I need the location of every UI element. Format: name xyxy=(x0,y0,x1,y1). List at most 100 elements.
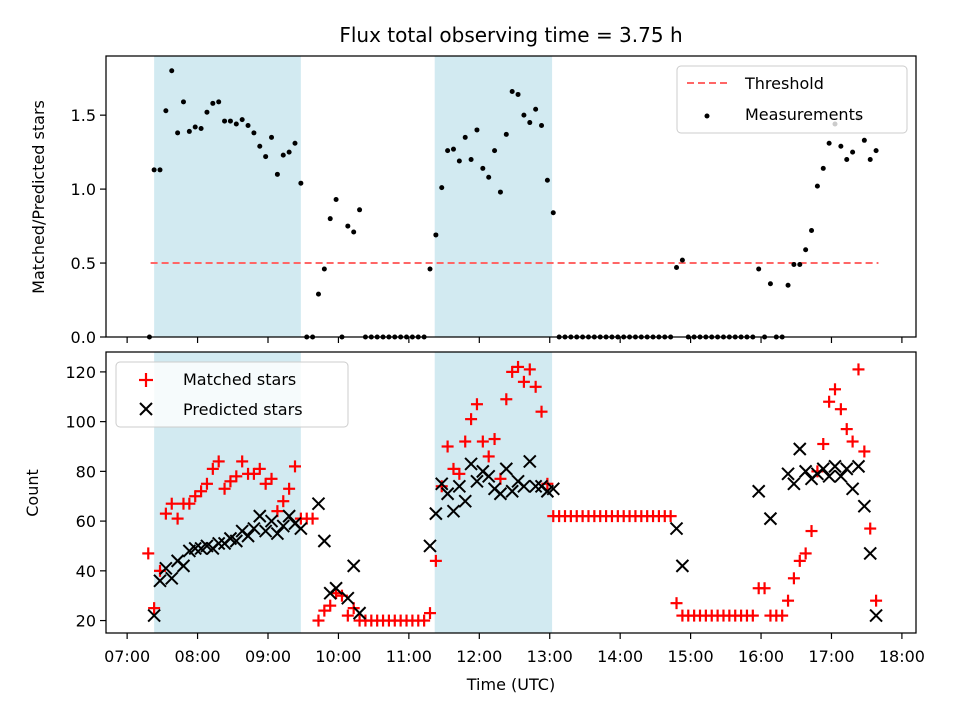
y-tick-label: 120 xyxy=(65,363,96,382)
predicted-star-point xyxy=(470,474,484,489)
predicted-star-point xyxy=(845,482,860,496)
matched-star-point xyxy=(312,614,325,627)
matched-star-point xyxy=(793,554,806,567)
measurement-point xyxy=(462,134,468,140)
matched-star-point xyxy=(218,482,231,495)
matched-star-point xyxy=(746,609,759,622)
bottom-series-points xyxy=(142,360,883,627)
measurement-point xyxy=(251,130,257,136)
measurement-point xyxy=(298,180,304,186)
measurement-point xyxy=(151,167,157,173)
matched-star-point xyxy=(858,445,871,458)
measurement-point xyxy=(797,262,803,268)
predicted-star-point xyxy=(329,581,343,595)
predicted-star-point xyxy=(264,514,279,528)
measurement-point xyxy=(327,216,333,222)
x-tick-label: 13:00 xyxy=(527,647,573,666)
matched-star-point xyxy=(424,607,436,620)
measurement-point xyxy=(198,125,204,131)
measurement-point xyxy=(509,88,515,94)
y-tick-label: 1.0 xyxy=(71,180,96,199)
matched-star-point xyxy=(441,440,454,453)
measurement-point xyxy=(785,282,791,288)
measurement-point xyxy=(257,143,263,149)
predicted-star-point xyxy=(159,561,173,576)
predicted-star-point xyxy=(857,499,872,513)
matched-star-point xyxy=(283,482,296,495)
matched-star-point xyxy=(195,485,208,498)
matched-star-point xyxy=(453,467,466,480)
measurement-point xyxy=(345,223,351,229)
bottom-y-axis-label: Count xyxy=(23,469,42,517)
measurement-point xyxy=(814,183,820,189)
legend-predicted-label: Predicted stars xyxy=(183,400,303,419)
measurement-point xyxy=(674,264,680,270)
matched-star-point xyxy=(148,602,161,615)
predicted-star-point xyxy=(869,608,883,623)
matched-star-point xyxy=(488,433,501,446)
predicted-star-point xyxy=(276,519,290,533)
predicted-star-point xyxy=(282,509,296,523)
y-tick-label: 20 xyxy=(76,612,96,631)
measurement-point xyxy=(351,229,357,235)
matched-star-point xyxy=(306,512,319,525)
y-tick-label: 100 xyxy=(65,413,96,432)
measurement-point xyxy=(844,157,850,163)
matched-star-point xyxy=(265,472,278,485)
predicted-star-point xyxy=(798,464,813,479)
measurement-point xyxy=(679,257,685,263)
measurement-point xyxy=(357,207,363,213)
measurement-point xyxy=(468,157,474,163)
measurement-point xyxy=(292,140,298,146)
matched-star-point xyxy=(470,398,483,411)
predicted-star-point xyxy=(258,524,273,538)
matched-star-point xyxy=(864,522,877,535)
measurement-point xyxy=(227,118,233,124)
measurement-point xyxy=(497,189,503,195)
predicted-star-point xyxy=(346,559,361,573)
predicted-star-point xyxy=(247,521,261,536)
predicted-star-point xyxy=(270,526,285,541)
measurement-point xyxy=(492,148,498,154)
predicted-star-point xyxy=(464,457,478,471)
measurement-point xyxy=(791,262,797,268)
predicted-star-point xyxy=(165,571,179,585)
predicted-star-point xyxy=(517,479,531,493)
matched-star-point xyxy=(776,609,789,622)
predicted-star-point xyxy=(294,521,308,536)
predicted-star-point xyxy=(816,462,830,476)
matched-star-point xyxy=(870,594,883,607)
x-tick-label: 14:00 xyxy=(597,647,643,666)
y-tick-label: 40 xyxy=(76,562,96,581)
predicted-star-point xyxy=(828,459,842,474)
matched-star-point xyxy=(435,480,448,493)
matched-star-point xyxy=(183,497,196,510)
x-tick-label: 07:00 xyxy=(104,647,150,666)
matched-star-point xyxy=(476,435,489,448)
bottom-y-axis: 20 40 60 80 100 120 xyxy=(65,363,106,631)
predicted-star-point xyxy=(229,534,244,548)
top-legend-box xyxy=(676,65,908,134)
measurement-point xyxy=(515,91,521,97)
measurement-point xyxy=(820,165,826,171)
predicted-star-point xyxy=(851,459,866,474)
measurement-point xyxy=(192,124,198,130)
matched-star-point xyxy=(782,594,795,607)
predicted-star-point xyxy=(834,469,848,484)
predicted-star-point xyxy=(763,511,778,526)
y-tick-label: 80 xyxy=(76,462,96,481)
measurement-point xyxy=(222,118,228,124)
top-shaded-intervals xyxy=(154,56,553,337)
measurement-point xyxy=(239,117,245,123)
measurement-point xyxy=(486,174,492,180)
x-tick-label: 08:00 xyxy=(175,647,221,666)
matched-star-point xyxy=(805,525,818,538)
predicted-star-point xyxy=(481,469,496,484)
bottom-panel: 20 40 60 80 100 120 07:00 08:00 09:00 10:00 11:00… xyxy=(23,351,925,694)
predicted-star-point xyxy=(446,504,461,518)
measurement-point xyxy=(274,171,280,177)
matched-star-point xyxy=(200,477,213,490)
measurement-point xyxy=(803,247,809,253)
legend-measurement-label: Measurements xyxy=(745,105,863,124)
